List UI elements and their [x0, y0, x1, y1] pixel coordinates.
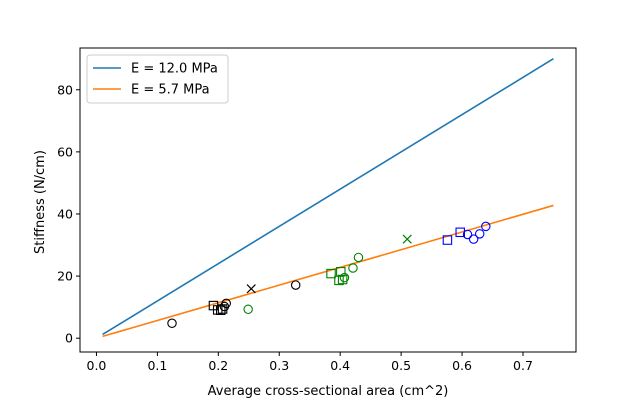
data-point-circle [290, 280, 301, 290]
data-point-square [442, 235, 453, 245]
y-tick-label: 60 [57, 144, 73, 159]
x-tick-label: 0.1 [147, 358, 167, 373]
axes-frame [79, 47, 577, 353]
data-point-circle [243, 304, 253, 315]
y-tick-label: 0 [65, 331, 73, 346]
data-point-square [217, 304, 228, 314]
data-point-square [216, 305, 226, 315]
data-point-square [336, 266, 346, 277]
x-tick-label: 0.6 [452, 358, 472, 373]
data-point-circle [348, 263, 358, 273]
x-axis-label: Average cross-sectional area (cm^2) [208, 384, 449, 399]
y-tick-label: 20 [57, 269, 73, 284]
data-point-circle [468, 234, 479, 244]
legend-label-2: E = 5.7 MPa [131, 83, 210, 98]
x-tick-label: 0.5 [391, 358, 411, 373]
data-point-x [246, 284, 256, 294]
data-point-x-stroke [246, 284, 256, 294]
series-line-1 [102, 58, 554, 336]
legend-label-1: E = 12.0 MPa [131, 62, 218, 77]
y-tick-label: 80 [57, 82, 73, 97]
legend: E = 12.0 MPa E = 5.7 MPa [86, 54, 229, 104]
x-tick-label: 0.3 [269, 358, 289, 373]
y-axis-label: Stiffness (N/cm) [33, 150, 48, 254]
data-point-square [337, 274, 348, 285]
legend-box [86, 54, 229, 104]
x-tick-label: 0.4 [330, 358, 350, 373]
plot-area [102, 58, 554, 338]
data-point-square [455, 227, 465, 238]
data-point-circle [167, 318, 177, 329]
axes: 0.0 0.1 0.2 0.3 0.4 0.5 0.6 0.7 0 20 40 60 80 [57, 47, 577, 373]
data-point-circle [462, 229, 473, 240]
x-tick-label: 0.0 [87, 358, 107, 373]
data-point-x-stroke [402, 234, 412, 244]
data-point-circle [474, 229, 485, 239]
x-tick-label: 0.7 [513, 358, 533, 373]
data-point-square [326, 268, 336, 279]
y-tick-label: 40 [57, 206, 73, 221]
data-point-circle [353, 252, 364, 263]
series-line-2 [102, 204, 554, 338]
data-point-circle [481, 221, 491, 232]
x-tick-label: 0.2 [208, 358, 228, 373]
data-point-x [402, 234, 412, 244]
